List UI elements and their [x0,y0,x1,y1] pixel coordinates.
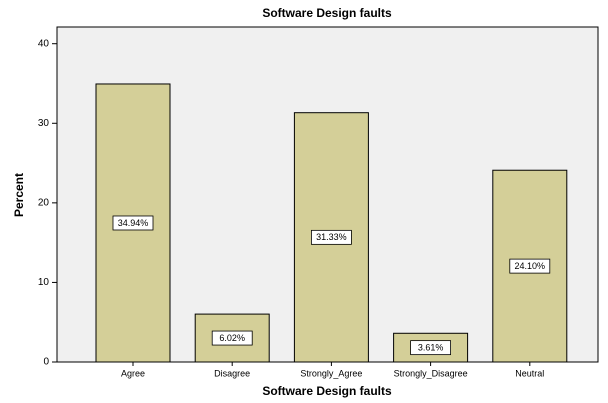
value-label-box [310,229,352,245]
y-tick-label: 40 [38,38,50,49]
y-tick-label: 10 [38,277,50,288]
y-tick-label: 30 [38,118,50,129]
chart-title: Software Design faults [262,6,392,20]
value-label-box [410,340,452,356]
x-axis-label: Software Design faults [262,384,392,398]
value-label: 34.94% [118,218,149,228]
x-tick-label: Strongly_Agree [300,368,362,378]
y-axis-label: Percent [12,173,26,217]
value-label: 3.61% [418,343,444,353]
x-tick-label: Neutral [515,368,544,378]
x-tick-label: Strongly_Disagree [394,368,468,378]
value-label-box [112,215,154,231]
x-tick-label: Agree [121,368,145,378]
value-label-box [211,330,253,346]
y-tick-label: 20 [38,197,50,208]
value-label: 24.10% [515,261,546,271]
value-label: 6.02% [219,333,245,343]
y-tick-label: 0 [43,357,49,368]
value-label: 31.33% [316,232,347,242]
value-label-box [509,258,551,274]
x-tick-label: Disagree [214,368,250,378]
